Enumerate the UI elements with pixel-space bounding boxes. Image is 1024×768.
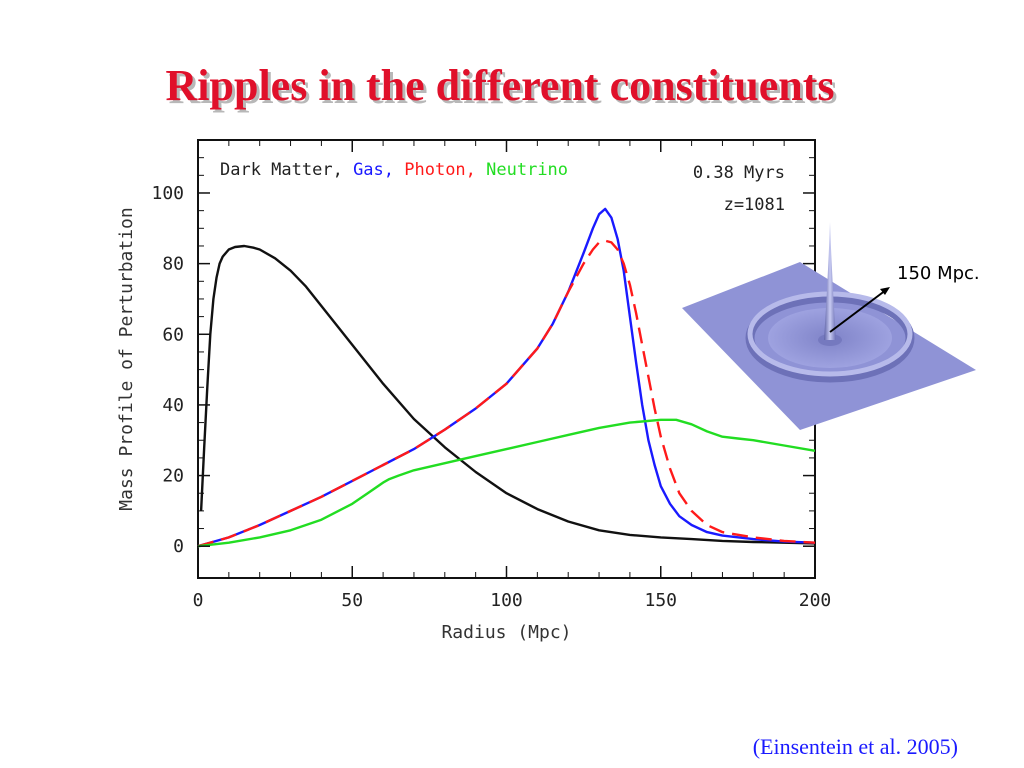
legend-entry: Gas, [343, 160, 394, 180]
tick-layer: 0 50 100 150 200 0 20 40 60 80 100 [151, 140, 831, 611]
x-tick-label: 50 [341, 590, 363, 611]
slide-title: Ripples in the different constituents [165, 61, 835, 110]
mass-profile-chart: 0 50 100 150 200 0 20 40 60 80 100 Radius (Mpc) Ma… [116, 139, 831, 643]
x-tick-label: 200 [799, 590, 832, 611]
x-tick-label: 100 [490, 590, 523, 611]
x-tick-label: 150 [644, 590, 677, 611]
series-line-neutrino [197, 418, 816, 548]
ripple-3d-surface [682, 222, 976, 430]
legend-entry: Dark Matter, [220, 160, 343, 180]
central-spike [824, 222, 836, 340]
redshift-annotation: z=1081 [724, 195, 785, 215]
series-line-dark-matter [199, 244, 816, 545]
time-annotation: 0.38 Myrs [693, 163, 785, 183]
citation: (Einsentein et al. 2005) [752, 734, 958, 759]
series-line-photon [197, 239, 816, 548]
y-tick-label: 40 [162, 395, 184, 416]
legend-entry: Neutrino [476, 160, 568, 180]
x-tick-label: 0 [193, 590, 204, 611]
scale-arrow-head [880, 287, 890, 295]
chart-legend: Dark Matter, Gas, Photon, Neutrino [220, 160, 568, 180]
y-tick-label: 0 [173, 536, 184, 557]
scale-arrow [829, 289, 887, 333]
y-tick-label: 100 [151, 183, 184, 204]
series-layer [197, 207, 816, 548]
x-axis-label: Radius (Mpc) [441, 622, 571, 643]
legend-entry: Photon, [394, 160, 476, 180]
y-tick-label: 60 [162, 324, 184, 345]
y-tick-label: 20 [162, 466, 184, 487]
y-tick-label: 80 [162, 254, 184, 275]
scale-label: 150 Mpc. [897, 263, 980, 284]
y-axis-label: Mass Profile of Perturbation [116, 207, 137, 510]
series-line-gas [197, 207, 816, 548]
